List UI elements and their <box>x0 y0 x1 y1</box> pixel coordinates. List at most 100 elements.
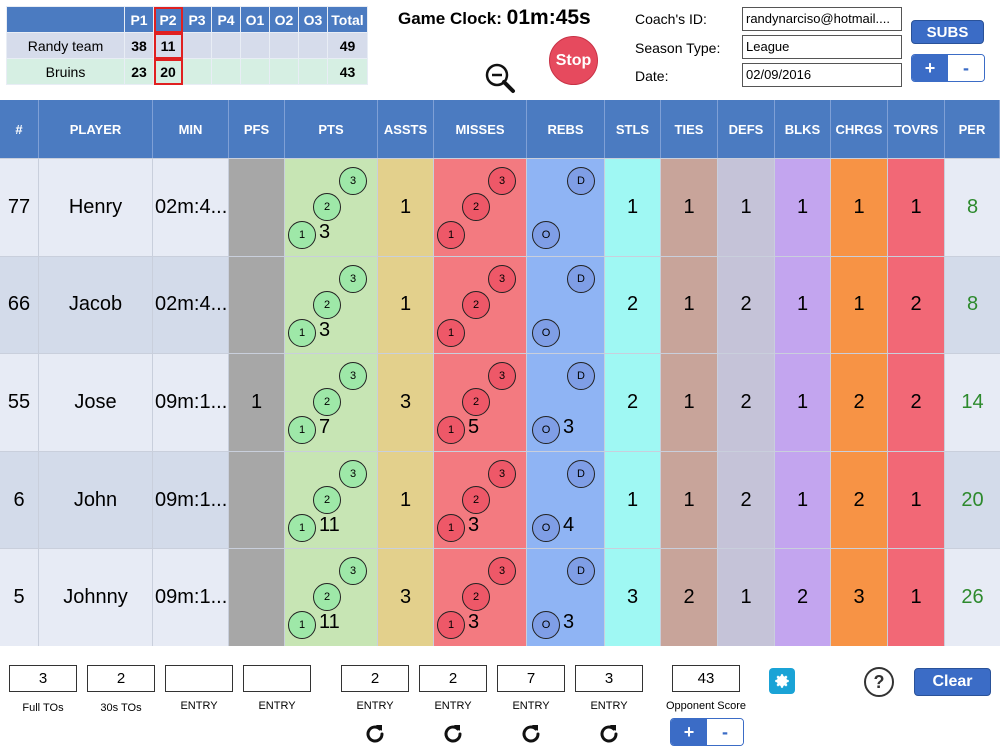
stat-ties[interactable]: 1 <box>661 256 718 354</box>
stat-defs[interactable]: 2 <box>718 256 775 354</box>
add-3pt-button[interactable]: 3 <box>339 167 367 195</box>
coach-id-field[interactable]: randynarciso@hotmail.... <box>742 7 902 31</box>
miss-2pt-button[interactable]: 2 <box>462 583 490 612</box>
stat-tovrs[interactable]: 1 <box>888 159 945 256</box>
stat-stls[interactable]: 2 <box>605 354 661 451</box>
add-1pt-button[interactable]: 1 <box>288 318 316 347</box>
miss-1pt-button[interactable]: 1 <box>437 416 465 445</box>
period-header-p3[interactable]: P3 <box>182 6 212 33</box>
period-header-o1[interactable]: O1 <box>240 6 270 33</box>
plus-button[interactable]: + <box>912 55 948 81</box>
player-name[interactable]: Jacob <box>39 256 153 354</box>
miss-2pt-button[interactable]: 2 <box>462 388 490 417</box>
stat-defs[interactable]: 1 <box>718 549 775 646</box>
player-name[interactable]: Johnny <box>39 549 153 646</box>
add-3pt-button[interactable]: 3 <box>339 264 367 293</box>
period-header-o2[interactable]: O2 <box>269 6 299 33</box>
stat-blks[interactable]: 1 <box>775 354 831 451</box>
col-header-chrgs[interactable]: CHRGS <box>831 100 888 158</box>
stat-assts[interactable]: 1 <box>378 451 434 549</box>
bottom-entry-field[interactable]: 43 <box>672 665 740 692</box>
stat-defs[interactable]: 1 <box>718 159 775 256</box>
add-3pt-button[interactable]: 3 <box>339 362 367 391</box>
player-name[interactable]: Jose <box>39 354 153 451</box>
def-rebound-button[interactable]: D <box>567 167 595 195</box>
stat-tovrs[interactable]: 2 <box>888 256 945 354</box>
player-name[interactable]: Henry <box>39 159 153 256</box>
stat-blks[interactable]: 1 <box>775 451 831 549</box>
bottom-entry-field[interactable]: 7 <box>497 665 565 692</box>
bottom-entry-field[interactable] <box>165 665 233 692</box>
off-rebound-button[interactable]: O <box>532 221 560 249</box>
zoom-out-icon[interactable] <box>484 62 516 94</box>
col-header-stls[interactable]: STLS <box>605 100 661 158</box>
add-2pt-button[interactable]: 2 <box>313 583 341 612</box>
def-rebound-button[interactable]: D <box>567 557 595 586</box>
period-header-o3[interactable]: O3 <box>298 6 328 33</box>
add-3pt-button[interactable]: 3 <box>339 459 367 488</box>
bottom-entry-field[interactable]: 2 <box>341 665 409 692</box>
col-header-per[interactable]: PER <box>945 100 1000 158</box>
subs-button[interactable]: SUBS <box>911 20 984 44</box>
add-2pt-button[interactable]: 2 <box>313 193 341 221</box>
col-header-blks[interactable]: BLKS <box>775 100 831 158</box>
col-header-pfs[interactable]: PFS <box>229 100 285 158</box>
season-type-field[interactable]: League <box>742 35 902 59</box>
miss-1pt-button[interactable]: 1 <box>437 513 465 542</box>
miss-1pt-button[interactable]: 1 <box>437 221 465 249</box>
stop-button[interactable]: Stop <box>549 36 598 85</box>
add-1pt-button[interactable]: 1 <box>288 611 316 640</box>
stat-chrgs[interactable]: 2 <box>831 354 888 451</box>
stat-assts[interactable]: 1 <box>378 256 434 354</box>
stat-pfs[interactable]: 1 <box>229 354 285 451</box>
add-1pt-button[interactable]: 1 <box>288 513 316 542</box>
stat-ties[interactable]: 1 <box>661 159 718 256</box>
col-header-ties[interactable]: TIES <box>661 100 718 158</box>
stat-ties[interactable]: 1 <box>661 354 718 451</box>
bottom-entry-field[interactable]: 2 <box>87 665 155 692</box>
period-header-p4[interactable]: P4 <box>211 6 241 33</box>
stat-stls[interactable]: 3 <box>605 549 661 646</box>
refresh-icon[interactable] <box>441 722 465 746</box>
refresh-icon[interactable] <box>363 722 387 746</box>
plus-button[interactable]: + <box>671 719 707 745</box>
date-field[interactable]: 02/09/2016 <box>742 63 902 87</box>
add-2pt-button[interactable]: 2 <box>313 290 341 319</box>
off-rebound-button[interactable]: O <box>532 416 560 445</box>
bottom-entry-field[interactable]: 2 <box>419 665 487 692</box>
period-header-p1[interactable]: P1 <box>124 6 154 33</box>
stat-assts[interactable]: 1 <box>378 159 434 256</box>
refresh-icon[interactable] <box>519 722 543 746</box>
stat-chrgs[interactable]: 1 <box>831 256 888 354</box>
miss-2pt-button[interactable]: 2 <box>462 193 490 221</box>
add-1pt-button[interactable]: 1 <box>288 416 316 445</box>
stat-tovrs[interactable]: 1 <box>888 549 945 646</box>
col-header-rebs[interactable]: REBS <box>527 100 605 158</box>
refresh-icon[interactable] <box>597 722 621 746</box>
miss-2pt-button[interactable]: 2 <box>462 485 490 514</box>
minus-button[interactable]: - <box>948 55 984 81</box>
clear-button[interactable]: Clear <box>914 668 991 696</box>
bottom-entry-field[interactable]: 3 <box>575 665 643 692</box>
minus-button[interactable]: - <box>707 719 743 745</box>
miss-3pt-button[interactable]: 3 <box>488 362 516 391</box>
player-name[interactable]: John <box>39 451 153 549</box>
col-header-defs[interactable]: DEFS <box>718 100 775 158</box>
stat-blks[interactable]: 2 <box>775 549 831 646</box>
miss-3pt-button[interactable]: 3 <box>488 264 516 293</box>
add-3pt-button[interactable]: 3 <box>339 557 367 586</box>
add-2pt-button[interactable]: 2 <box>313 485 341 514</box>
add-1pt-button[interactable]: 1 <box>288 221 316 249</box>
off-rebound-button[interactable]: O <box>532 318 560 347</box>
stat-defs[interactable]: 2 <box>718 354 775 451</box>
def-rebound-button[interactable]: D <box>567 362 595 391</box>
stat-stls[interactable]: 1 <box>605 159 661 256</box>
help-icon[interactable]: ? <box>864 667 894 697</box>
stat-stls[interactable]: 1 <box>605 451 661 549</box>
add-2pt-button[interactable]: 2 <box>313 388 341 417</box>
stat-chrgs[interactable]: 1 <box>831 159 888 256</box>
stat-blks[interactable]: 1 <box>775 256 831 354</box>
col-header-min[interactable]: MIN <box>153 100 229 158</box>
stat-pfs[interactable] <box>229 159 285 256</box>
col-header-tovrs[interactable]: TOVRS <box>888 100 945 158</box>
